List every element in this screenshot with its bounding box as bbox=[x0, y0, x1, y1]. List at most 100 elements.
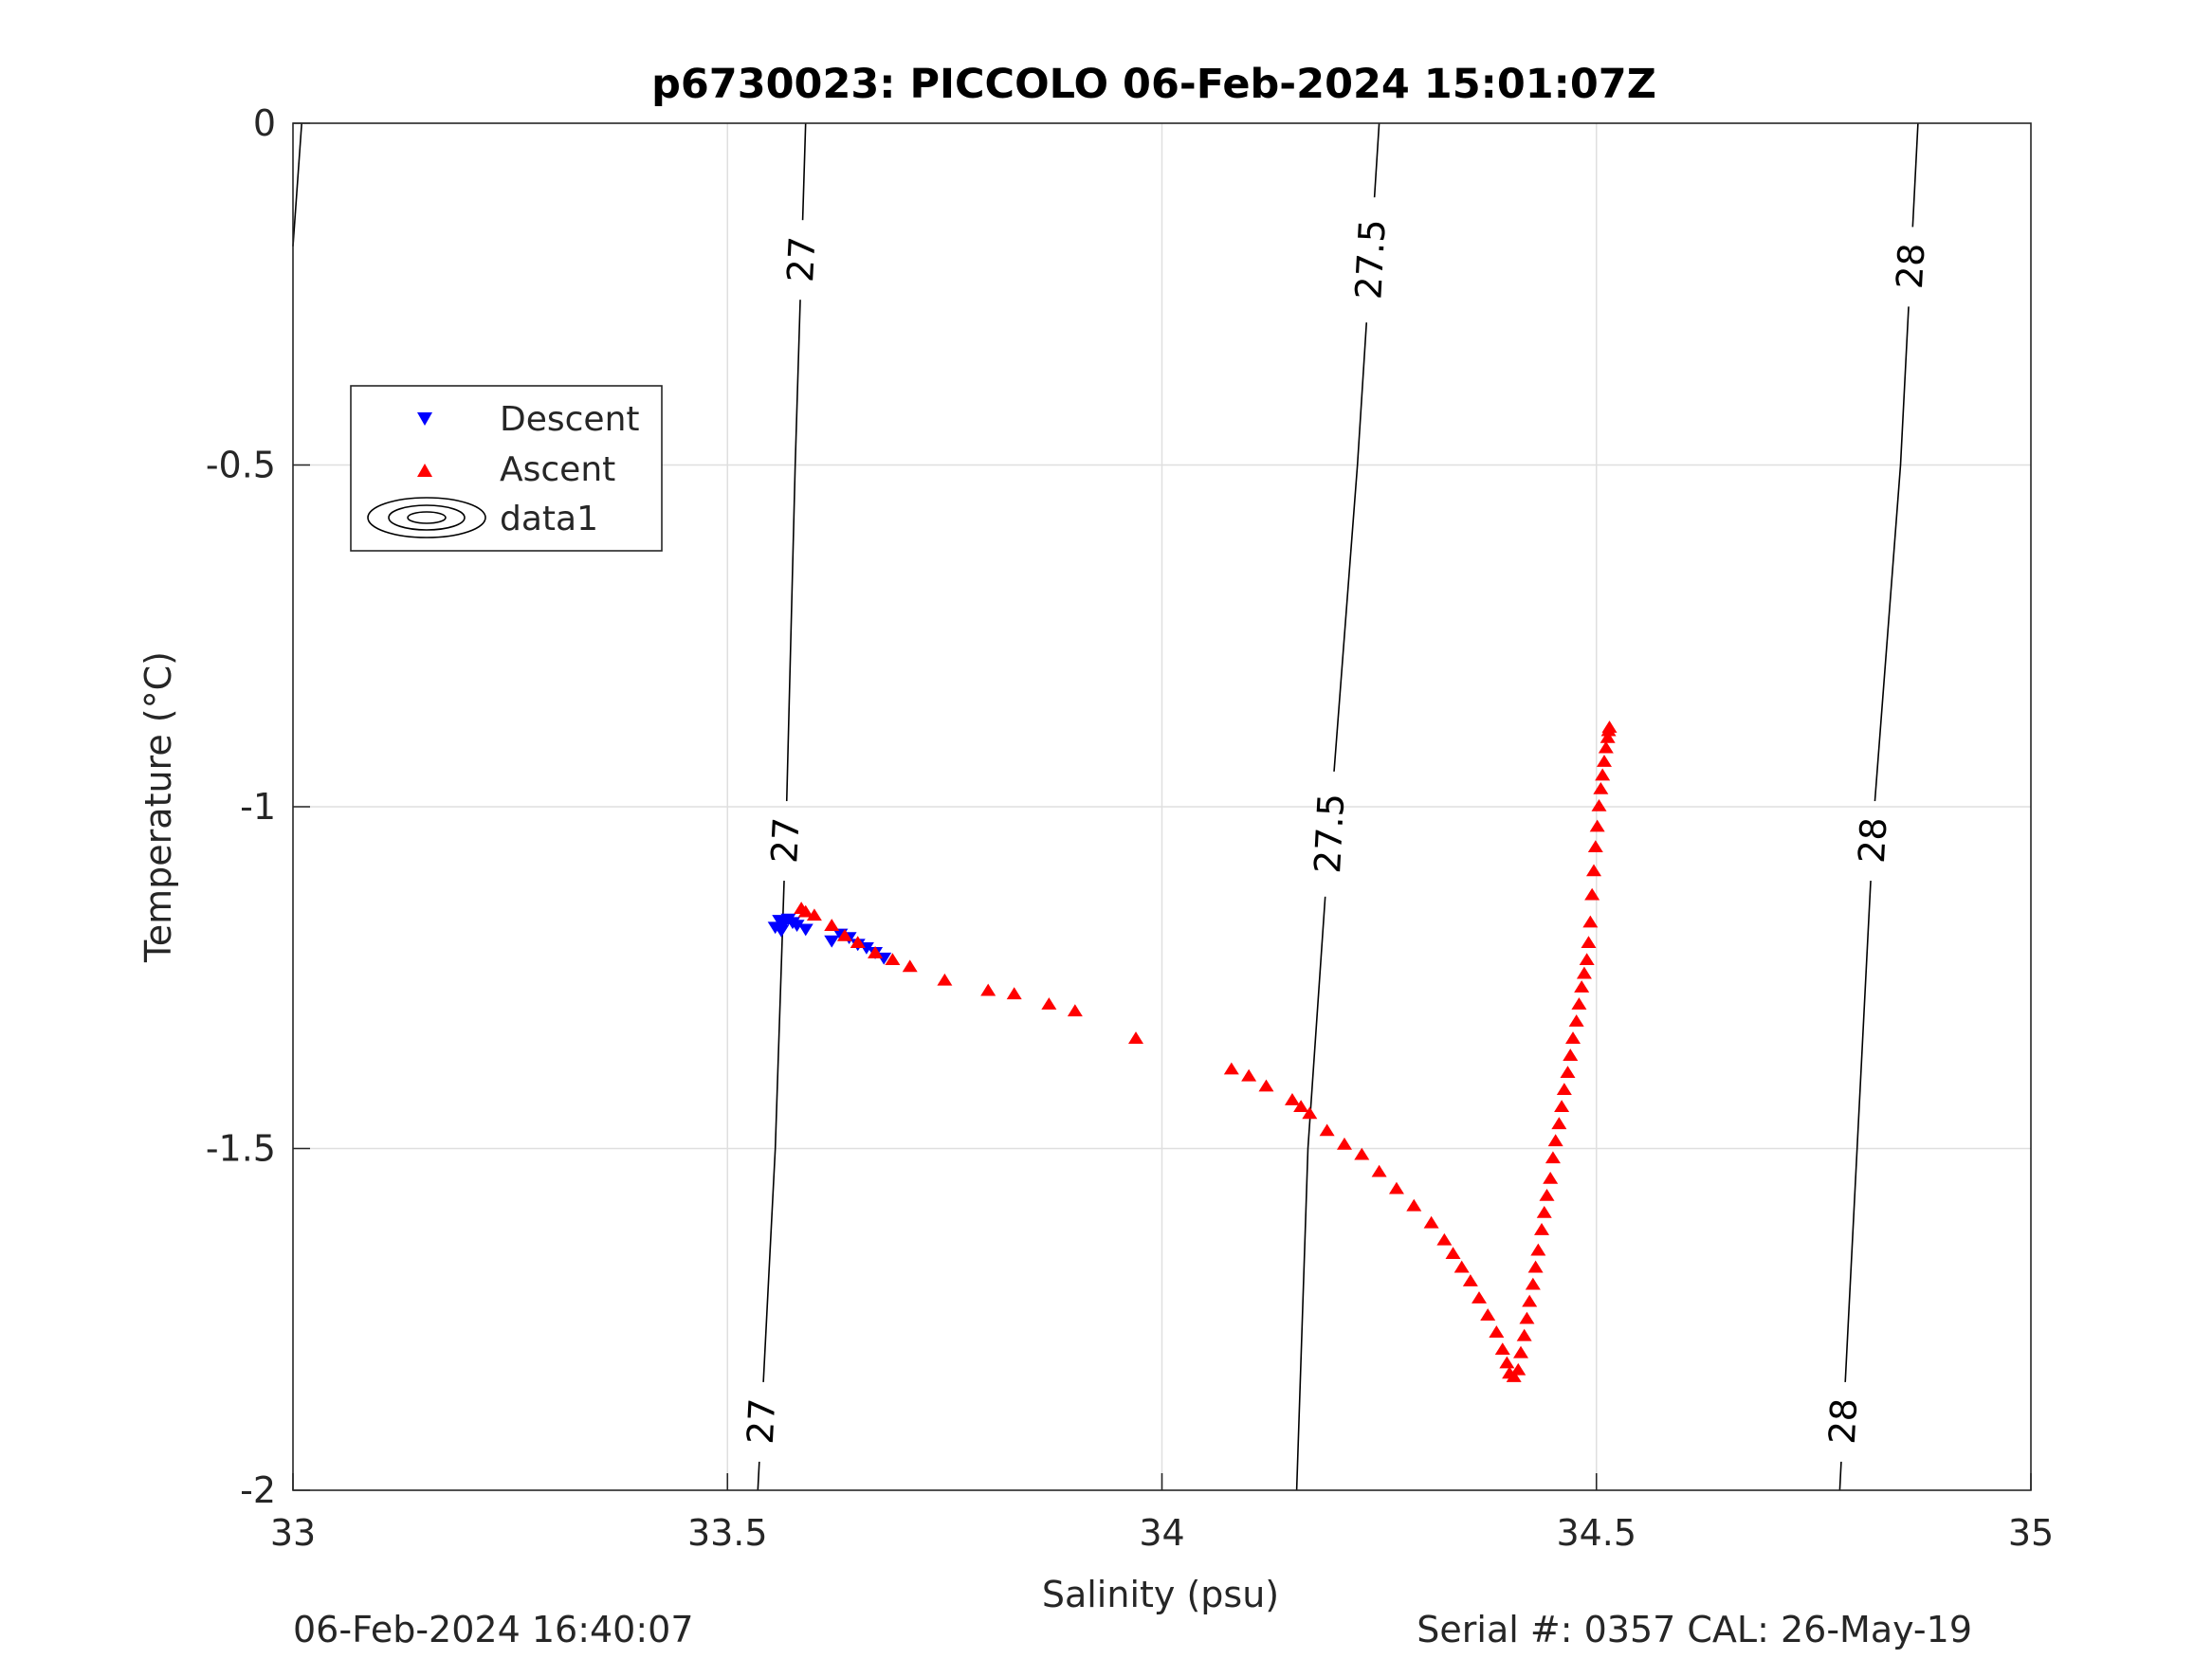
ascent-point bbox=[1302, 1106, 1318, 1120]
ascent-point bbox=[1589, 819, 1605, 832]
ascent-point bbox=[1293, 1100, 1309, 1113]
x-tick-label: 33 bbox=[270, 1512, 316, 1554]
ascent-point bbox=[836, 928, 852, 941]
y-tick-label: -1.5 bbox=[206, 1128, 276, 1170]
ascent-series bbox=[794, 720, 1618, 1382]
ascent-point bbox=[1576, 966, 1592, 979]
ascent-point bbox=[1539, 1188, 1555, 1201]
legend-descent-marker bbox=[417, 412, 432, 426]
isopycnal-line bbox=[292, 122, 302, 246]
ascent-point bbox=[1462, 1274, 1478, 1286]
descent-point bbox=[789, 920, 805, 933]
ascent-point bbox=[1445, 1247, 1461, 1260]
isopycnal-label: 28 bbox=[1821, 1397, 1865, 1446]
x-tick-label: 34 bbox=[1139, 1512, 1184, 1554]
footer-serial-cal: Serial #: 0357 CAL: 26-May-19 bbox=[1417, 1609, 1972, 1650]
ascent-point bbox=[868, 946, 884, 958]
ascent-point bbox=[1565, 1031, 1581, 1044]
ascent-point bbox=[1506, 1370, 1522, 1382]
chart-title: p6730023: PICCOLO 06-Feb-2024 15:01:07Z bbox=[651, 61, 1656, 108]
ascent-point bbox=[937, 973, 953, 986]
ascent-point bbox=[1128, 1031, 1144, 1044]
legend-contour-icon bbox=[367, 497, 486, 538]
ascent-point bbox=[1499, 1356, 1515, 1369]
ascent-point bbox=[1582, 915, 1599, 928]
ascent-point bbox=[806, 908, 822, 921]
legend-ascent-marker bbox=[417, 464, 432, 477]
ascent-point bbox=[1596, 755, 1612, 767]
ascent-point bbox=[1543, 1171, 1559, 1184]
descent-point bbox=[797, 923, 814, 937]
isopycnal-label: 27 bbox=[763, 816, 807, 865]
ascent-point bbox=[797, 904, 814, 918]
isopycnal-label: 27.5 bbox=[1347, 218, 1393, 301]
ascent-point bbox=[1388, 1181, 1404, 1194]
ascent-point bbox=[1584, 887, 1600, 901]
ascent-point bbox=[1354, 1147, 1370, 1160]
ascent-point bbox=[1536, 1205, 1552, 1218]
ascent-point bbox=[1522, 1294, 1538, 1307]
ascent-point bbox=[1560, 1066, 1576, 1078]
ascent-point bbox=[1041, 997, 1057, 1010]
x-tick-label: 33.5 bbox=[687, 1512, 768, 1554]
ascent-point bbox=[1258, 1079, 1274, 1092]
legend-data1-label: data1 bbox=[500, 500, 598, 538]
ascent-point bbox=[1319, 1123, 1335, 1137]
footer-timestamp: 06-Feb-2024 16:40:07 bbox=[293, 1609, 694, 1650]
ascent-point bbox=[1598, 740, 1614, 754]
density-contours: 27 27 27 27.5 27.5 28 28 28 bbox=[292, 122, 1932, 1491]
y-tick-label: -1 bbox=[240, 786, 276, 828]
descent-point bbox=[774, 924, 790, 938]
ascent-point bbox=[1568, 1014, 1584, 1027]
isopycnal-label: 27.5 bbox=[1307, 793, 1352, 875]
isopycnal-label: 27 bbox=[779, 235, 823, 283]
ascent-point bbox=[1571, 997, 1587, 1010]
ascent-point bbox=[1406, 1198, 1422, 1212]
ascent-point bbox=[1547, 1134, 1563, 1147]
isopycnal-line bbox=[1838, 122, 1919, 1491]
ascent-point bbox=[1519, 1311, 1535, 1324]
ascent-point bbox=[1223, 1062, 1239, 1075]
x-tick-label: 34.5 bbox=[1556, 1512, 1636, 1554]
isopycnal-label: 28 bbox=[1851, 816, 1894, 865]
ascent-point bbox=[885, 953, 901, 966]
ascent-point bbox=[1525, 1277, 1541, 1290]
ascent-point bbox=[1527, 1260, 1544, 1273]
ascent-point bbox=[1591, 799, 1607, 811]
isopycnal-line bbox=[757, 122, 807, 1491]
ascent-point bbox=[1510, 1362, 1526, 1376]
ascent-point bbox=[1601, 720, 1618, 733]
ascent-point bbox=[1600, 730, 1616, 743]
legend-ascent-label: Ascent bbox=[500, 450, 615, 489]
ascent-point bbox=[1336, 1137, 1352, 1150]
ascent-point bbox=[850, 936, 866, 948]
y-tick-label: -0.5 bbox=[206, 445, 276, 486]
descent-point bbox=[824, 935, 840, 948]
ascent-point bbox=[1453, 1260, 1470, 1273]
ascent-point bbox=[1581, 936, 1597, 948]
ascent-point bbox=[1423, 1215, 1439, 1229]
ascent-point bbox=[1494, 1342, 1510, 1355]
ascent-point bbox=[1284, 1093, 1300, 1105]
ascent-point bbox=[1241, 1068, 1257, 1082]
ascent-point bbox=[1534, 1223, 1550, 1235]
ascent-point bbox=[1480, 1308, 1496, 1321]
ascent-point bbox=[1436, 1232, 1453, 1246]
isopycnal-label: 27 bbox=[740, 1397, 783, 1446]
ascent-point bbox=[1371, 1164, 1387, 1177]
ascent-point bbox=[1545, 1151, 1561, 1164]
ascent-point bbox=[1587, 840, 1603, 853]
ascent-point bbox=[1556, 1083, 1572, 1096]
x-axis-label: Salinity (psu) bbox=[1042, 1574, 1279, 1615]
ascent-point bbox=[1595, 768, 1611, 781]
ascent-point bbox=[1513, 1345, 1529, 1358]
legend: Descent Ascent data1 bbox=[350, 385, 663, 552]
ascent-point bbox=[1472, 1291, 1488, 1304]
axis-ticks: 33 33.5 34 34.5 35 0 -0.5 -1 -1.5 -2 bbox=[206, 102, 2054, 1554]
ascent-point bbox=[1551, 1117, 1567, 1130]
ascent-point bbox=[1586, 864, 1602, 877]
ascent-point bbox=[1489, 1325, 1505, 1338]
ascent-point bbox=[902, 959, 918, 973]
y-tick-label: -2 bbox=[240, 1469, 276, 1511]
